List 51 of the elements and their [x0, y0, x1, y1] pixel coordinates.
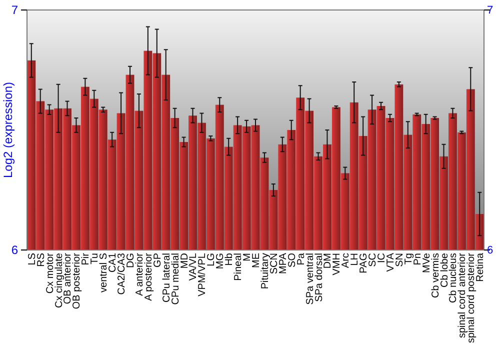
x-tick-label: Arc — [340, 253, 352, 268]
x-tick-label: LS — [26, 252, 38, 266]
x-tick-label: Pituitary — [260, 253, 271, 290]
x-tick-label: SPa dorsal — [314, 253, 325, 302]
x-tick-label: Cb nucleus — [448, 253, 460, 304]
x-tick-label: A posterior — [143, 252, 154, 301]
x-tick-label: SO — [286, 252, 298, 268]
x-tick-label: SPa ventral — [304, 253, 316, 305]
x-tick-label: Cx cingulate — [54, 252, 65, 308]
x-tick-label: IC — [376, 253, 388, 263]
x-tick-label: Cb vermis — [430, 253, 442, 298]
x-tick-label: VMH — [332, 253, 343, 276]
x-tick-label: RS — [36, 252, 47, 267]
x-tick-label: spinal cord anterior — [457, 252, 468, 338]
x-tick-label: SCN — [268, 253, 280, 274]
x-tick-label: spinal cord posterior — [466, 252, 478, 344]
y-axis-title: Log2 (expression) — [1, 82, 15, 178]
x-tick-label: Pir — [80, 252, 92, 266]
x-tick-label: OB posterior — [72, 252, 83, 310]
x-tick-label: OB anterior — [62, 252, 74, 304]
x-tick-label: Tg — [403, 253, 414, 265]
x-tick-label: Retina — [475, 252, 486, 282]
x-tick-label: LG — [206, 252, 218, 266]
y2-tick-label: 6 — [487, 244, 494, 257]
x-tick-label: DM — [322, 253, 334, 269]
x-tick-label: Cx motor — [44, 252, 56, 294]
x-tick-label: A anterior — [134, 252, 146, 296]
x-tick-label: SN — [394, 253, 406, 267]
x-tick-label: CA2/CA3 — [116, 252, 128, 295]
x-tick-label: Pineal — [233, 253, 244, 281]
x-tick-label: Tu — [90, 253, 101, 264]
x-tick-label: MVe — [421, 252, 432, 274]
x-tick-label: CA1 — [108, 252, 119, 272]
x-tick-label: DG — [126, 252, 136, 268]
x-tick-label: Pn — [412, 253, 424, 266]
x-tick-label: VPM/VPL — [197, 252, 208, 296]
x-tick-label: Hb — [224, 252, 236, 266]
x-tick-label: Cb lobe — [439, 252, 450, 288]
x-tick-label: SC — [368, 253, 379, 267]
x-tick-label: VTA — [385, 252, 396, 272]
x-tick-label: LH — [350, 253, 361, 266]
x-tick-label: ventral S — [98, 252, 110, 292]
x-tick-label: GP — [152, 252, 164, 268]
y2-tick-label: 7 — [487, 4, 494, 17]
x-tick-label: M — [242, 253, 254, 262]
x-tick-label: CPu lateral — [161, 253, 172, 302]
x-tick-label: PAG — [358, 252, 370, 274]
x-tick-label: Pa — [296, 252, 307, 266]
x-tick-label: CPu medial — [170, 253, 182, 305]
x-tick-label: ME — [251, 252, 262, 268]
x-tick-label: MPA — [278, 252, 289, 274]
